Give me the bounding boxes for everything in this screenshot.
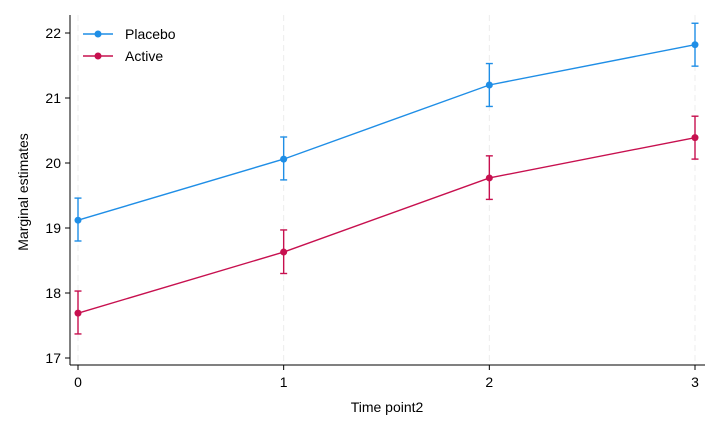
series-placebo: [74, 22, 699, 242]
series-line-active: [77, 136, 696, 314]
y-axis-label: Marginal estimates: [15, 133, 31, 251]
legend-label-placebo: Placebo: [125, 26, 176, 42]
series: [74, 22, 699, 335]
y-tick-label: 19: [45, 220, 61, 236]
data-point-placebo: [280, 155, 288, 163]
y-tick-label: 22: [45, 25, 61, 41]
series-active: [74, 115, 699, 335]
legend-label-active: Active: [125, 48, 163, 64]
legend-marker-active: [94, 52, 102, 60]
y-tick-label: 18: [45, 285, 61, 301]
x-tick-label: 0: [74, 374, 82, 390]
y-tick-label: 21: [45, 90, 61, 106]
series-line-placebo: [77, 44, 696, 221]
data-point-placebo: [485, 81, 493, 89]
data-point-active: [691, 134, 699, 142]
legend-marker-placebo: [94, 30, 102, 38]
x-tick-label: 3: [691, 374, 699, 390]
data-point-placebo: [74, 216, 82, 224]
x-axis-label: Time point2: [351, 399, 424, 415]
grid-lines: [77, 15, 696, 365]
x-tick-label: 1: [280, 374, 288, 390]
axis-ticks: 0 1 2 3 17 18 19 20 21 22: [45, 25, 699, 390]
legend: Placebo Active: [83, 26, 176, 64]
x-tick-label: 2: [485, 374, 493, 390]
data-point-placebo: [691, 41, 699, 49]
y-tick-label: 20: [45, 155, 61, 171]
data-point-active: [280, 248, 288, 256]
data-point-active: [74, 309, 82, 317]
data-point-active: [485, 174, 493, 182]
axes: [69, 15, 705, 366]
y-tick-label: 17: [45, 350, 61, 366]
legend-item-active: Active: [83, 48, 163, 64]
legend-item-placebo: Placebo: [83, 26, 176, 42]
